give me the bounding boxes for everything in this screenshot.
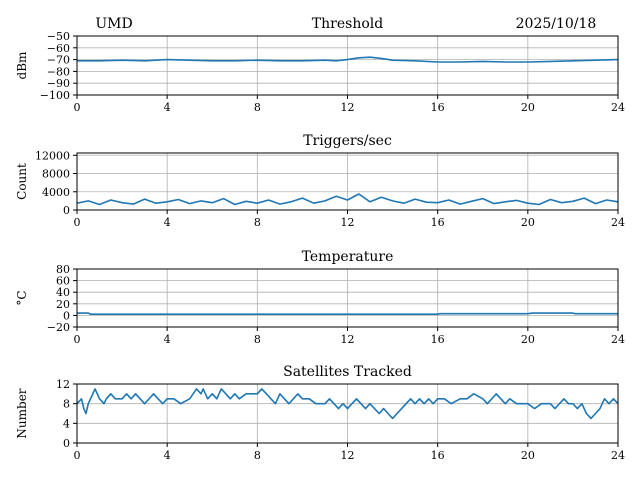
- x-tick-label: 24: [611, 333, 625, 346]
- chart-panels: 0 4 8 12 16 20 24 −100−90−80−70−60−50 Threshold d…: [15, 16, 625, 462]
- x-tick-label: 24: [611, 449, 625, 462]
- x-tick-label: 8: [254, 449, 261, 462]
- x-tick-label: 8: [254, 333, 261, 346]
- y-tick-label: 4: [63, 417, 70, 430]
- y-tick-label: 40: [56, 286, 70, 299]
- series-line-0: [77, 312, 618, 315]
- y-tick-label: −50: [47, 30, 70, 43]
- x-tick-label: 24: [611, 216, 625, 229]
- chart-panel-0: 0 4 8 12 16 20 24 −100−90−80−70−60−50 Threshold d…: [15, 16, 625, 114]
- x-tick-label: 12: [341, 449, 355, 462]
- y-tick-label: −60: [47, 42, 70, 55]
- chart-title: Satellites Tracked: [283, 364, 412, 380]
- x-tick-label: 8: [254, 101, 261, 114]
- y-tick-label: 0: [63, 309, 70, 322]
- y-tick-label: 8000: [42, 168, 70, 181]
- x-tick-label: 4: [164, 333, 171, 346]
- y-tick-label: −100: [40, 89, 70, 102]
- y-tick-label: 0: [63, 437, 70, 450]
- x-tick-label: 8: [254, 216, 261, 229]
- y-axis-label: dBm: [15, 51, 29, 80]
- y-tick-label: 80: [56, 263, 70, 276]
- x-tick-label: 16: [431, 333, 445, 346]
- x-tick-label: 20: [521, 333, 535, 346]
- series-line-0: [76, 388, 619, 420]
- x-tick-label: 0: [74, 449, 81, 462]
- header-site: UMD: [95, 16, 132, 32]
- chart-title: Triggers/sec: [303, 133, 392, 149]
- x-tick-label: 16: [431, 449, 445, 462]
- chart-panel-3: 0 4 8 12 16 20 24 0 4 8 12 Satellites Tracked Number: [15, 364, 625, 462]
- x-tick-label: 16: [431, 216, 445, 229]
- x-tick-label: 24: [611, 101, 625, 114]
- y-tick-label: −20: [47, 321, 70, 334]
- y-axis-label: °C: [15, 290, 29, 305]
- x-tick-label: 4: [164, 449, 171, 462]
- series-line-0: [77, 56, 619, 63]
- chart-panel-1: 0 4 8 12 16 20 24 0 4000 8000 12000 Triggers/sec Cou…: [15, 133, 625, 229]
- y-tick-label: 4000: [42, 186, 70, 199]
- y-tick-label: 8: [63, 398, 70, 411]
- y-tick-label: −70: [47, 54, 70, 67]
- x-tick-label: 12: [341, 216, 355, 229]
- x-tick-label: 20: [521, 216, 535, 229]
- y-tick-label: −90: [47, 77, 70, 90]
- y-tick-label: 0: [63, 204, 70, 217]
- y-tick-label: 12000: [35, 149, 70, 162]
- x-tick-label: 12: [341, 101, 355, 114]
- x-tick-label: 4: [164, 216, 171, 229]
- x-tick-label: 0: [74, 101, 81, 114]
- x-tick-label: 16: [431, 101, 445, 114]
- y-tick-label: 60: [56, 275, 70, 288]
- x-tick-label: 20: [521, 449, 535, 462]
- y-axis-label: Count: [15, 163, 29, 200]
- y-axis-label: Number: [15, 388, 29, 438]
- x-tick-label: 4: [164, 101, 171, 114]
- x-tick-label: 0: [74, 216, 81, 229]
- chart-title: Threshold: [312, 16, 383, 32]
- x-tick-label: 20: [521, 101, 535, 114]
- series-line-0: [76, 193, 619, 206]
- y-tick-label: −80: [47, 65, 70, 78]
- chart-title: Temperature: [302, 249, 394, 265]
- x-tick-label: 12: [341, 333, 355, 346]
- y-tick-label: 20: [56, 298, 70, 311]
- y-tick-label: 12: [56, 378, 70, 391]
- header-date: 2025/10/18: [516, 16, 597, 32]
- x-tick-label: 0: [74, 333, 81, 346]
